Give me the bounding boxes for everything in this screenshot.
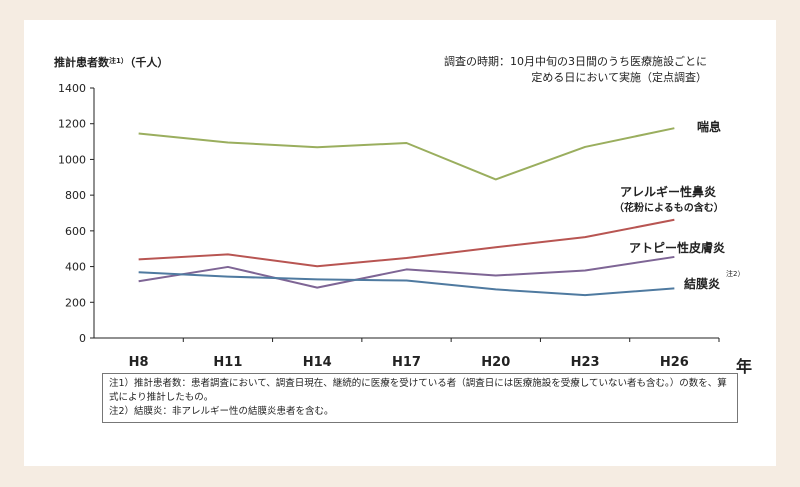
x-tick-label: H17 [392,355,421,370]
y-axis-label: 推計患者数 [54,55,110,69]
series-line-asthma [138,127,675,181]
x-tick-label: H20 [481,355,510,370]
series-line-conjunctivitis [138,271,675,297]
x-ticks: H8 H11 H14 H17 H20 H23 H26 [129,338,720,370]
x-tick-label: H26 [660,355,689,370]
footnotes: 注1）推計患者数：患者調査において、調査日現在、継続的に医療を受けている者（調査… [102,373,738,423]
label-asthma: 喘息 [697,119,721,134]
y-tick-label: 200 [65,296,86,309]
x-axis-title: 年 [736,357,752,376]
y-axis-unit: （千人） [130,55,169,69]
label-conjunctivitis-note: 注2） [726,269,744,278]
y-ticks: 0 200 400 600 800 1000 1200 1400 [58,82,94,345]
x-tick-label: H11 [213,355,242,370]
series-lines [138,127,675,297]
label-allergic-rhinitis: アレルギー性鼻炎 [620,184,716,199]
y-axis-note: 注1） [109,56,128,65]
label-allergic-rhinitis-sub: （花粉によるもの含む） [614,201,724,214]
y-tick-label: 1000 [58,153,86,166]
series-line-atopic-dermatitis [138,255,675,289]
line-chart: 0 200 400 600 800 1000 1200 1400 H8 H11 H14 H17 H20… [54,54,752,376]
y-tick-label: 600 [65,225,86,238]
y-axis-title: 推計患者数注1） （千人） [54,55,168,69]
series-line-allergic-rhinitis [138,218,675,268]
x-tick-label: H23 [571,355,600,370]
label-conjunctivitis: 結膜炎 [684,276,720,291]
survey-note-line1: 調査の時期：10月中旬の3日間のうち医療施設ごとに [444,54,707,68]
x-tick-label: H8 [129,355,149,370]
y-tick-label: 400 [65,261,86,274]
axes [93,88,719,339]
survey-note-line2: 定める日において実施（定点調査） [531,70,707,84]
label-atopic-dermatitis: アトピー性皮膚炎 [629,240,725,255]
y-tick-label: 1200 [58,118,86,131]
y-tick-label: 800 [65,189,86,202]
footnote-1: 注1）推計患者数：患者調査において、調査日現在、継続的に医療を受けている者（調査… [109,378,727,403]
footnote-2: 注2）結膜炎：非アレルギー性の結膜炎患者を含む。 [109,406,334,417]
y-tick-label: 0 [79,332,86,345]
chart-panel: 0 200 400 600 800 1000 1200 1400 H8 H11 H14 H17 H20… [24,20,776,466]
x-tick-label: H14 [303,355,332,370]
y-tick-label: 1400 [58,82,86,95]
